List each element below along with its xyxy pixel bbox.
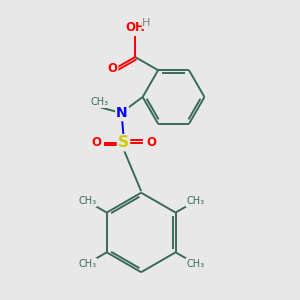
Text: H: H xyxy=(142,18,151,28)
Text: CH₃: CH₃ xyxy=(186,196,204,206)
Text: N: N xyxy=(116,106,128,120)
Text: CH₃: CH₃ xyxy=(90,97,108,107)
Text: O: O xyxy=(91,136,101,149)
Text: O: O xyxy=(107,61,118,74)
Text: O: O xyxy=(146,136,156,149)
Text: S: S xyxy=(118,135,129,150)
Text: OH: OH xyxy=(125,21,145,34)
Text: CH₃: CH₃ xyxy=(186,259,204,269)
Text: CH₃: CH₃ xyxy=(78,196,96,206)
Text: CH₃: CH₃ xyxy=(78,259,96,269)
